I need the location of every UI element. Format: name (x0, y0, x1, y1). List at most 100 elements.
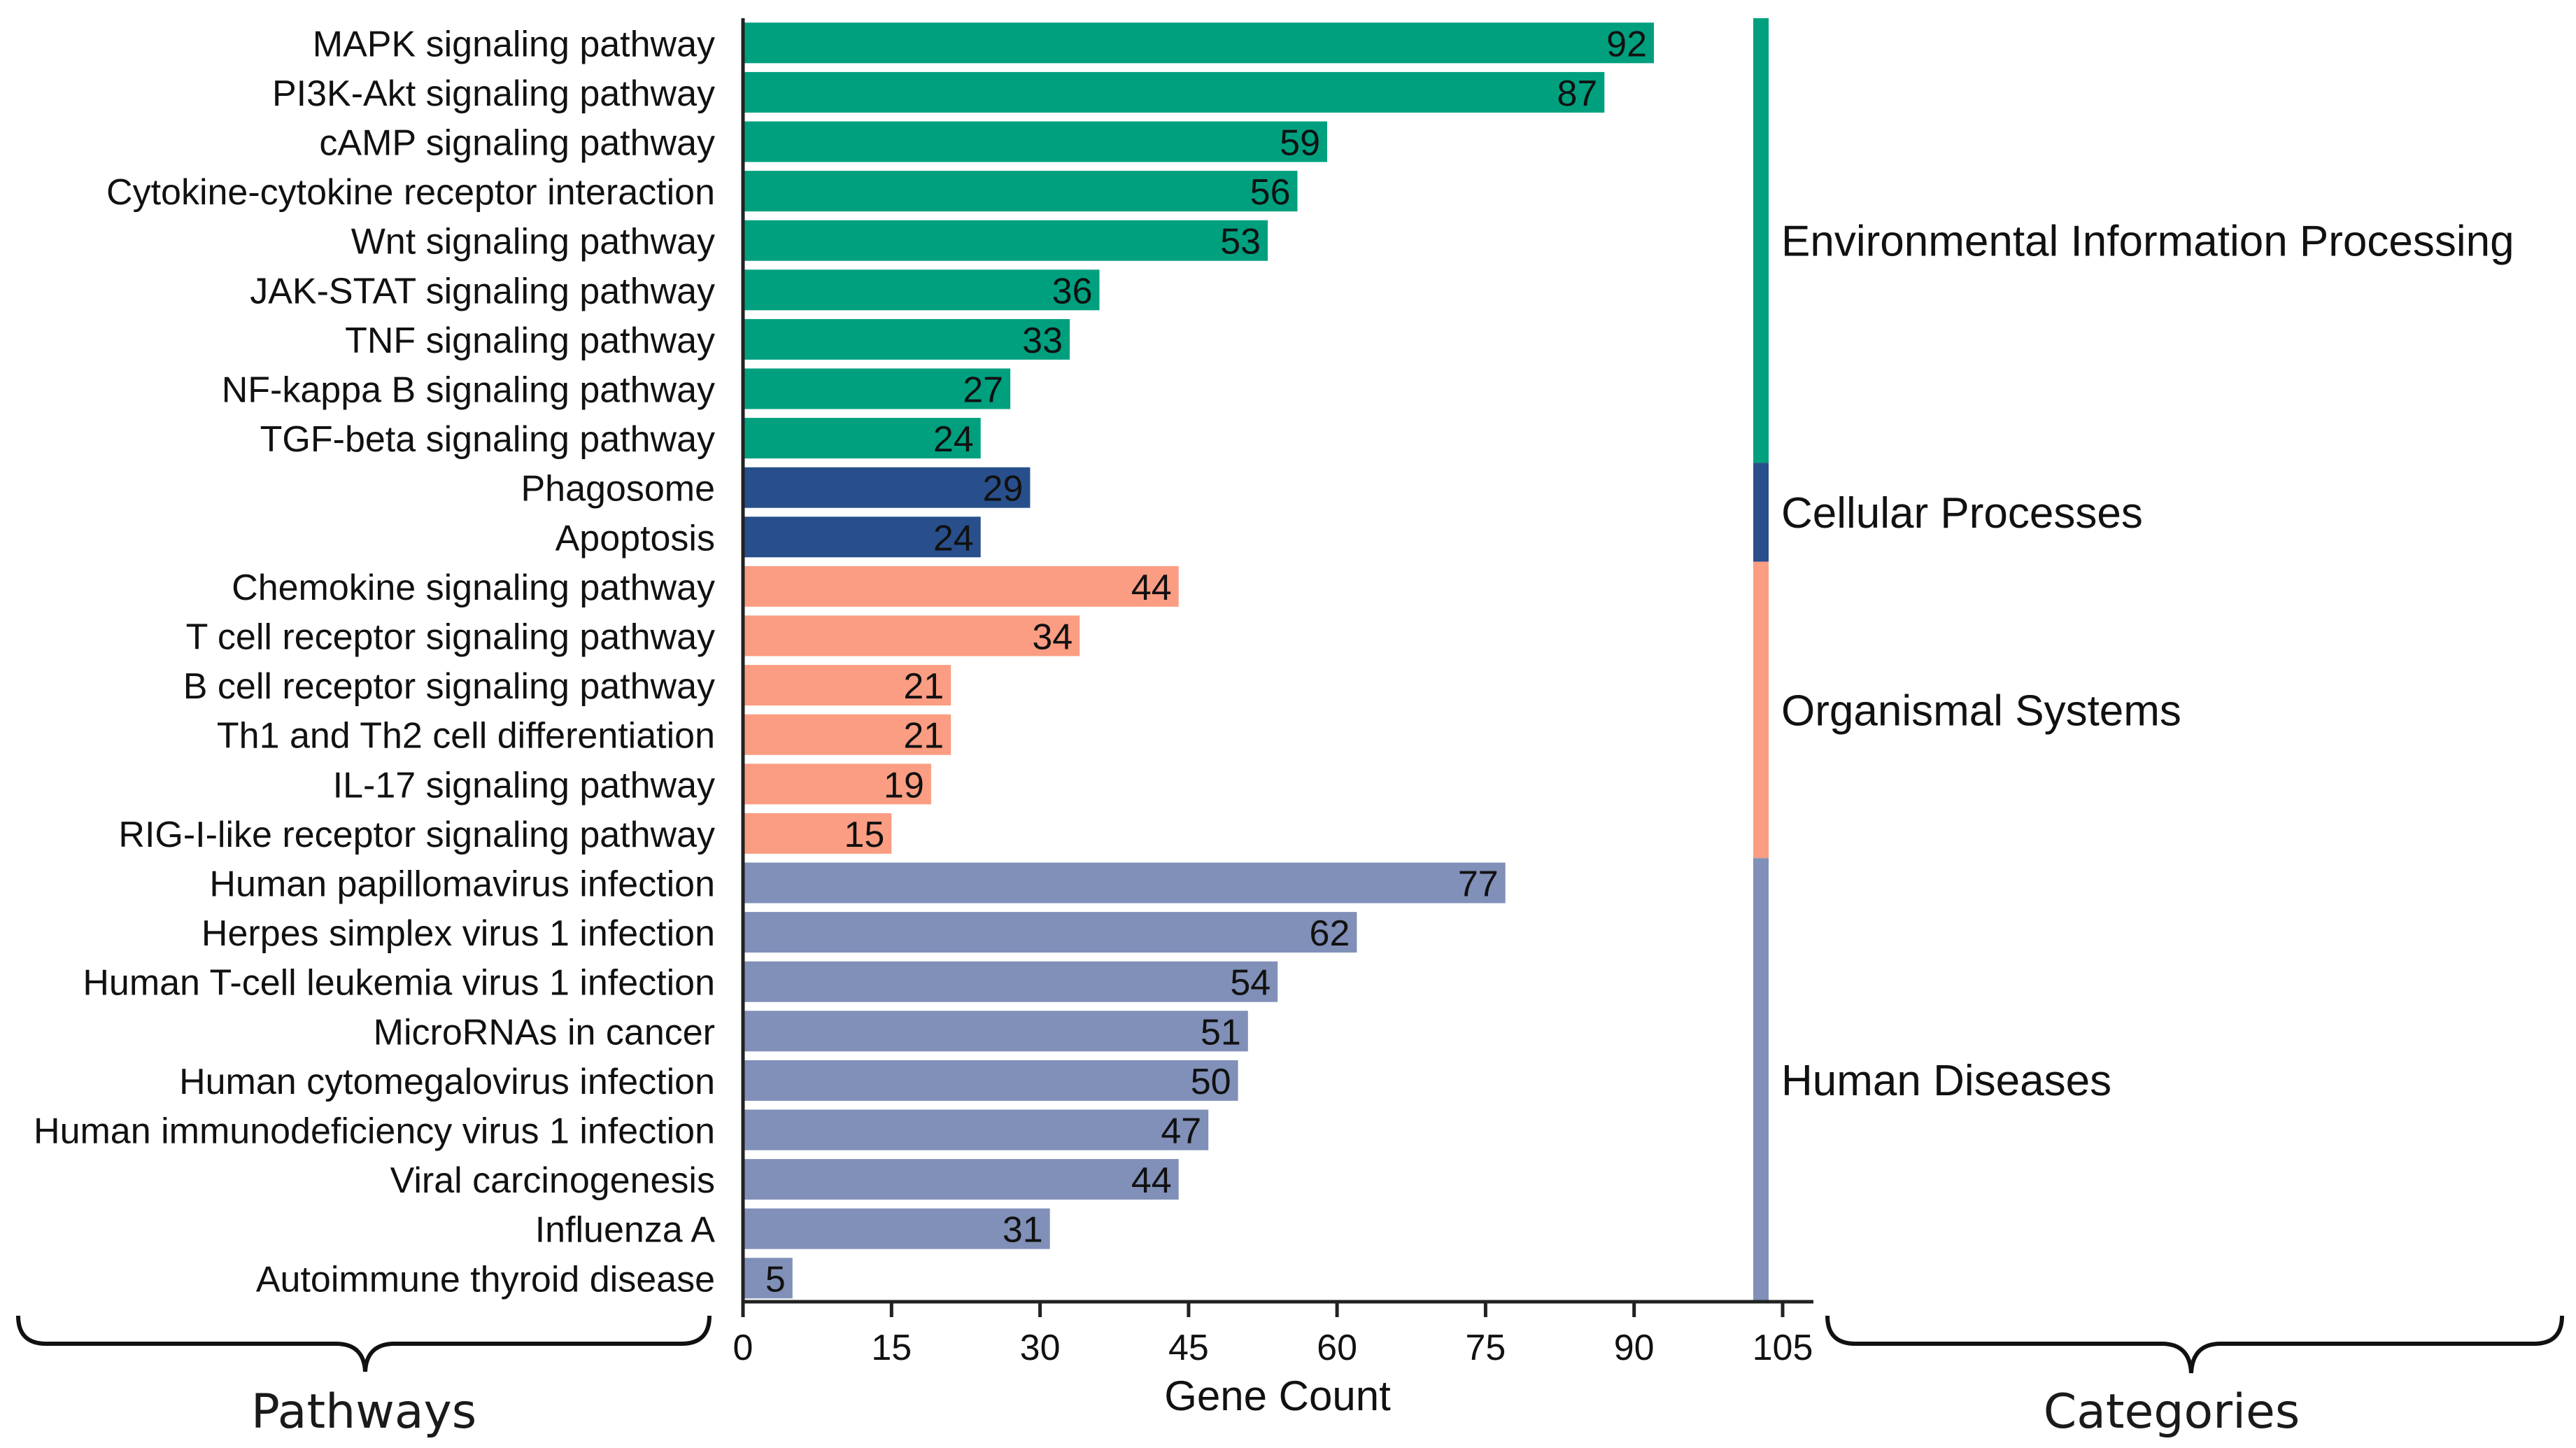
x-tick-label: 105 (1753, 1328, 1813, 1368)
bar-value-label: 56 (1250, 172, 1291, 213)
x-tick-label: 0 (733, 1328, 753, 1368)
bar-value-label: 24 (933, 518, 974, 558)
bar (743, 22, 1654, 64)
bar-value-label: 19 (884, 765, 924, 806)
bar-value-label: 27 (963, 370, 1003, 411)
bar-value-label: 31 (1003, 1210, 1043, 1251)
x-tick-label: 60 (1317, 1328, 1357, 1368)
category-label: B cell receptor signaling pathway (183, 666, 715, 707)
category-label: TNF signaling pathway (345, 321, 715, 361)
category-label: Human papillomavirus infection (209, 864, 715, 905)
category-label: TGF-beta signaling pathway (260, 419, 715, 460)
category-label: MAPK signaling pathway (313, 24, 715, 64)
category-label: Autoimmune thyroid disease (256, 1259, 715, 1300)
category-label: Cytokine-cytokine receptor interaction (106, 172, 715, 213)
bar (743, 418, 981, 459)
bar (743, 171, 1298, 212)
bar (743, 1109, 1209, 1151)
bar-value-label: 15 (844, 815, 884, 855)
bar-value-label: 87 (1557, 73, 1597, 114)
bar-layer (743, 22, 1654, 1299)
category-label: Apoptosis (555, 518, 715, 558)
x-tick-label: 45 (1168, 1328, 1209, 1368)
category-label: cAMP signaling pathway (319, 123, 715, 164)
bar (743, 318, 1070, 360)
category-name: Cellular Processes (1781, 489, 2143, 537)
bar (743, 1208, 1050, 1249)
x-tick-layer: 0 15 30 45 60 75 90 105 (733, 1302, 1813, 1368)
bar-value-label: 62 (1310, 913, 1350, 954)
bar (743, 565, 1179, 607)
bar (743, 1011, 1248, 1052)
category-label: Human T-cell leukemia virus 1 infection (83, 963, 715, 1004)
bar (743, 1159, 1179, 1200)
value-label-layer: 9287595653363327242924443421211915776254… (765, 24, 1647, 1300)
bar (743, 121, 1327, 162)
bar (743, 665, 951, 706)
categories-label: Categories (2044, 1384, 2300, 1440)
bar (743, 862, 1506, 904)
category-strip-segment (1753, 561, 1769, 859)
bar-value-label: 47 (1161, 1111, 1201, 1152)
x-tick-label: 75 (1465, 1328, 1506, 1368)
category-label: Wnt signaling pathway (351, 222, 715, 262)
bar-value-label: 92 (1606, 24, 1647, 64)
bar-value-label: 34 (1032, 617, 1073, 658)
category-name: Human Diseases (1781, 1057, 2111, 1105)
bar (743, 813, 892, 854)
bar (743, 912, 1357, 953)
bar (743, 1060, 1238, 1101)
category-label: JAK-STAT signaling pathway (250, 271, 715, 311)
x-tick-label: 15 (871, 1328, 912, 1368)
bar-value-label: 24 (933, 419, 974, 460)
category-label: MicroRNAs in cancer (374, 1012, 715, 1053)
category-label: T cell receptor signaling pathway (186, 617, 715, 658)
category-label: Influenza A (535, 1210, 716, 1251)
category-label: RIG-I-like receptor signaling pathway (118, 815, 715, 855)
category-label: Phagosome (521, 469, 715, 509)
category-label: Viral carcinogenesis (390, 1160, 715, 1201)
x-tick-label: 30 (1020, 1328, 1061, 1368)
bar-value-label: 53 (1220, 222, 1261, 262)
bar (743, 516, 981, 558)
pathways-brace (16, 1315, 712, 1372)
bar-value-label: 44 (1131, 1160, 1172, 1201)
bar-value-label: 5 (765, 1259, 786, 1300)
bar (743, 467, 1031, 508)
category-strip (1753, 18, 1769, 1302)
bar (743, 220, 1268, 261)
bar-value-label: 59 (1280, 123, 1320, 164)
bar (743, 961, 1278, 1002)
bar (743, 1258, 793, 1299)
category-label: Human cytomegalovirus infection (179, 1062, 715, 1102)
bar (743, 368, 1011, 409)
x-axis-label: Gene Count (1164, 1372, 1391, 1419)
bar (743, 269, 1100, 311)
category-label: Th1 and Th2 cell differentiation (217, 716, 715, 757)
category-strip-segment (1753, 18, 1769, 463)
bar-value-label: 54 (1230, 963, 1271, 1004)
bar-value-label: 77 (1458, 864, 1499, 905)
category-label: Herpes simplex virus 1 infection (201, 913, 715, 954)
bar (743, 71, 1605, 113)
category-label: Chemokine signaling pathway (232, 568, 715, 608)
category-label: Human immunodeficiency virus 1 infection (34, 1111, 715, 1152)
category-strip-segment (1753, 858, 1769, 1302)
bar (743, 615, 1080, 656)
bar-value-label: 33 (1022, 321, 1063, 361)
category-name: Environmental Information Processing (1781, 218, 2514, 266)
category-name-layer: Environmental Information Processing Cell… (1781, 218, 2514, 1105)
category-label: NF-kappa B signaling pathway (222, 370, 715, 411)
braces: Pathways Categories (16, 1315, 2564, 1440)
bar (743, 714, 951, 755)
bar-value-label: 50 (1191, 1062, 1231, 1102)
category-label: IL-17 signaling pathway (333, 765, 715, 806)
category-label: PI3K-Akt signaling pathway (272, 73, 715, 114)
category-strip-segment (1753, 463, 1769, 562)
bar (743, 764, 931, 805)
bar-value-label: 21 (903, 666, 944, 707)
categories-brace (1825, 1315, 2564, 1374)
bar-value-label: 36 (1052, 271, 1093, 311)
x-tick-label: 90 (1614, 1328, 1655, 1368)
